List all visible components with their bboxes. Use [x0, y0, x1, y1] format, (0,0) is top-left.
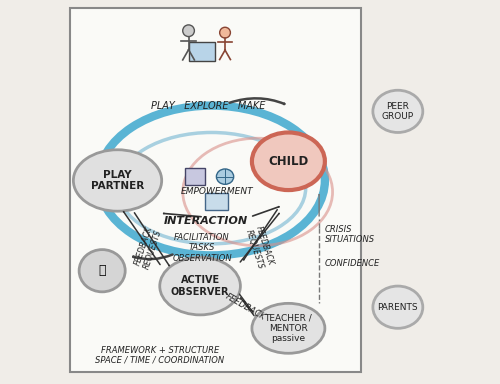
Text: CHILD: CHILD	[268, 155, 308, 168]
Text: PARENTS: PARENTS	[378, 303, 418, 312]
FancyBboxPatch shape	[188, 42, 216, 61]
Ellipse shape	[216, 169, 234, 184]
Circle shape	[182, 25, 194, 36]
Text: ACTIVE
OBSERVER: ACTIVE OBSERVER	[171, 275, 230, 297]
Text: FEEDBACK
REQUESTS: FEEDBACK REQUESTS	[132, 225, 164, 270]
Circle shape	[220, 27, 230, 38]
Ellipse shape	[79, 250, 125, 292]
FancyBboxPatch shape	[186, 168, 205, 185]
Text: CONFIDENCE: CONFIDENCE	[325, 258, 380, 268]
FancyBboxPatch shape	[204, 193, 228, 210]
Text: PEER
GROUP: PEER GROUP	[382, 102, 414, 121]
Text: TEACHER /
MENTOR
passive: TEACHER / MENTOR passive	[264, 313, 312, 343]
Text: FEEDBACK: FEEDBACK	[224, 292, 266, 322]
Text: 📢: 📢	[98, 264, 106, 277]
FancyBboxPatch shape	[70, 8, 362, 372]
Ellipse shape	[74, 150, 162, 211]
Text: EMPOWERMENT: EMPOWERMENT	[181, 187, 254, 197]
Text: FACILITATION
TASKS
OBSERVATION: FACILITATION TASKS OBSERVATION	[172, 233, 232, 263]
Ellipse shape	[373, 90, 423, 132]
Text: CRISIS
SITUATIONS: CRISIS SITUATIONS	[325, 225, 375, 244]
Ellipse shape	[373, 286, 423, 328]
Ellipse shape	[160, 257, 240, 315]
Text: FRAMEWORK + STRUCTURE
SPACE / TIME / COORDINATION: FRAMEWORK + STRUCTURE SPACE / TIME / COO…	[95, 346, 224, 365]
Text: PLAY
PARTNER: PLAY PARTNER	[91, 170, 144, 191]
Text: PLAY   EXPLORE   MAKE: PLAY EXPLORE MAKE	[150, 101, 265, 111]
Ellipse shape	[252, 132, 325, 190]
Ellipse shape	[252, 303, 325, 353]
Text: INTERACTION: INTERACTION	[164, 216, 248, 226]
Text: FEEDBACK
REQUESTS: FEEDBACK REQUESTS	[244, 225, 275, 270]
